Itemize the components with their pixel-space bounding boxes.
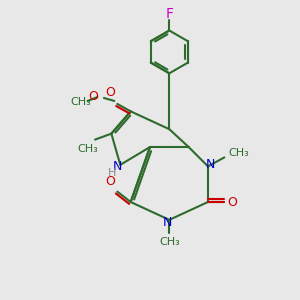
Text: O: O xyxy=(105,85,115,98)
Text: CH₃: CH₃ xyxy=(159,237,180,247)
Text: O: O xyxy=(227,196,237,208)
Text: CH₃: CH₃ xyxy=(77,143,98,154)
Text: CH₃: CH₃ xyxy=(229,148,250,158)
Text: F: F xyxy=(165,7,173,21)
Text: N: N xyxy=(206,158,215,171)
Text: O: O xyxy=(88,90,98,103)
Text: N: N xyxy=(162,216,172,229)
Text: N: N xyxy=(113,160,123,173)
Text: H: H xyxy=(108,168,116,178)
Text: CH₃: CH₃ xyxy=(70,98,91,107)
Text: O: O xyxy=(105,175,115,188)
